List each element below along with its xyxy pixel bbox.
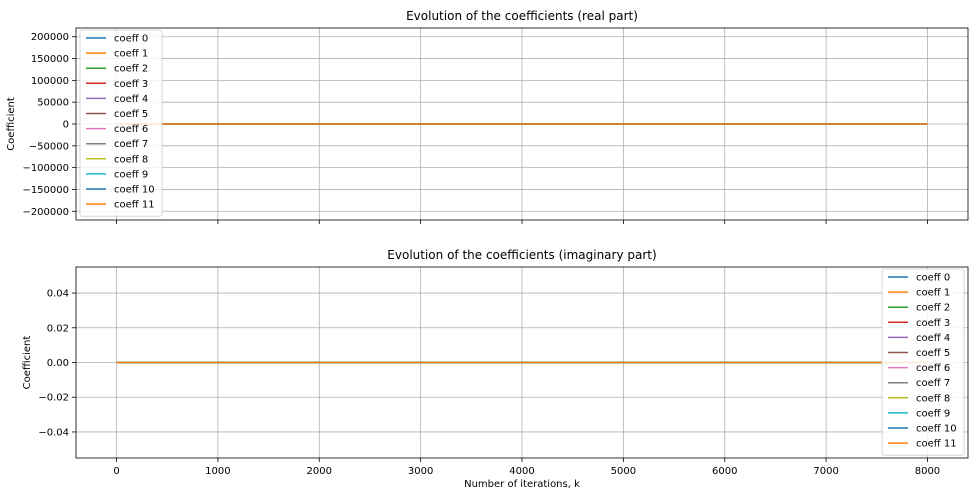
real-part-legend-label: coeff 7 (114, 139, 148, 150)
real-part-legend-label: coeff 10 (114, 185, 155, 196)
real-part-y-tick-label: 150000 (31, 54, 69, 65)
real-part-legend-label: coeff 1 (114, 49, 148, 60)
real-part-x-ticks (116, 220, 928, 224)
imaginary-part-x-tick-label: 1000 (205, 466, 230, 477)
imaginary-part-legend-label: coeff 11 (916, 439, 957, 450)
real-part-legend-label: coeff 2 (114, 64, 148, 75)
real-part-y-ticks: −200000 −150000 −100000 −50000 0 50000 100000 1… (22, 32, 76, 218)
imaginary-part-y-axis-label: Coefficient (22, 336, 33, 390)
imaginary-part-legend-label: coeff 0 (916, 273, 950, 284)
real-part-y-tick-label: −150000 (22, 185, 69, 196)
real-part-legend-label: coeff 0 (114, 34, 148, 45)
real-part-y-tick-label: 200000 (31, 32, 69, 43)
real-part-legend-label: coeff 11 (114, 200, 155, 211)
imaginary-part-x-tick-label: 5000 (611, 466, 636, 477)
imaginary-part-x-tick-label: 8000 (915, 466, 940, 477)
imaginary-part-legend-label: coeff 2 (916, 303, 950, 314)
real-part-axes: −200000 −150000 −100000 −50000 0 50000 100000 1… (6, 9, 969, 224)
imaginary-part-legend-label: coeff 7 (916, 378, 950, 389)
imaginary-part-x-tick-label: 4000 (509, 466, 534, 477)
imaginary-part-legend-label: coeff 9 (916, 408, 950, 419)
imaginary-part-x-tick-label: 2000 (307, 466, 332, 477)
imaginary-part-legend: coeff 0 coeff 1 coeff 2 coeff 3 coeff 4 coeff… (881, 268, 965, 456)
imaginary-part-x-tick-label: 3000 (408, 466, 433, 477)
real-part-legend: coeff 0 coeff 1 coeff 2 coeff 3 coeff 4 coeff… (79, 29, 163, 217)
imaginary-part-y-tick-label: −0.04 (38, 427, 69, 438)
real-part-legend-label: coeff 4 (114, 94, 148, 105)
real-part-y-tick-label: −200000 (22, 207, 69, 218)
imaginary-part-legend-label: coeff 3 (916, 318, 950, 329)
real-part-y-axis-label: Coefficient (6, 97, 17, 151)
real-part-legend-label: coeff 8 (114, 154, 148, 165)
imaginary-part-axes: 0 1000 2000 3000 4000 5000 6000 7000 8000 −0.04−… (22, 248, 969, 490)
real-part-y-tick-label: 50000 (37, 98, 69, 109)
real-part-legend-box (79, 29, 163, 217)
imaginary-part-x-ticks: 0 1000 2000 3000 4000 5000 6000 7000 8000 (113, 458, 940, 477)
imaginary-part-title: Evolution of the coefficients (imaginary… (387, 248, 656, 262)
imaginary-part-y-tick-label: −0.02 (38, 393, 69, 404)
real-part-y-tick-label: −100000 (22, 163, 69, 174)
real-part-legend-label: coeff 3 (114, 79, 148, 90)
real-part-legend-label: coeff 9 (114, 169, 148, 180)
imaginary-part-legend-box (881, 268, 965, 456)
imaginary-part-y-tick-label: 0.04 (47, 289, 69, 300)
imaginary-part-legend-label: coeff 5 (916, 348, 950, 359)
imaginary-part-x-axis-label: Number of iterations, k (464, 479, 580, 490)
imaginary-part-legend-label: coeff 1 (916, 288, 950, 299)
imaginary-part-x-tick-label: 7000 (813, 466, 838, 477)
imaginary-part-y-tick-label: 0.02 (47, 323, 69, 334)
real-part-title: Evolution of the coefficients (real part… (406, 9, 638, 23)
imaginary-part-x-tick-label: 6000 (712, 466, 737, 477)
imaginary-part-y-ticks: −0.04 −0.02 0.00 0.02 0.04 (38, 289, 76, 438)
imaginary-part-legend-label: coeff 10 (916, 424, 957, 435)
real-part-legend-label: coeff 6 (114, 124, 148, 135)
real-part-y-tick-label: 100000 (31, 76, 69, 87)
real-part-y-tick-label: −50000 (29, 141, 69, 152)
imaginary-part-legend-label: coeff 6 (916, 363, 950, 374)
imaginary-part-legend-label: coeff 8 (916, 393, 950, 404)
imaginary-part-x-tick-label: 0 (113, 466, 119, 477)
imaginary-part-y-tick-label: 0.00 (47, 358, 69, 369)
real-part-y-tick-label: 0 (63, 120, 69, 131)
imaginary-part-legend-label: coeff 4 (916, 333, 950, 344)
real-part-legend-label: coeff 5 (114, 109, 148, 120)
